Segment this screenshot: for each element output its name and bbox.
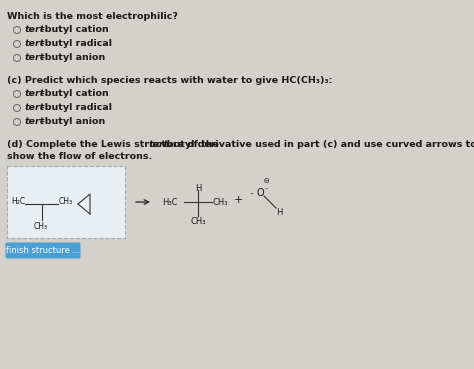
Text: O: O <box>256 188 264 198</box>
Text: tert: tert <box>149 140 169 149</box>
Text: CH₃: CH₃ <box>34 222 48 231</box>
FancyBboxPatch shape <box>7 166 125 238</box>
Text: tert: tert <box>25 39 45 48</box>
Text: –butyl anion: –butyl anion <box>40 117 105 127</box>
Text: (c) Predict which species reacts with water to give HC(CH₃)₃:: (c) Predict which species reacts with wa… <box>7 76 332 85</box>
Text: show the flow of electrons.: show the flow of electrons. <box>7 152 152 161</box>
Text: –butyl cation: –butyl cation <box>40 90 109 99</box>
Text: H: H <box>276 208 283 217</box>
Text: CH₃: CH₃ <box>59 197 73 206</box>
Text: Which is the most electrophilic?: Which is the most electrophilic? <box>7 12 178 21</box>
Text: finish structure ...: finish structure ... <box>6 246 80 255</box>
Text: tert: tert <box>25 103 45 113</box>
Text: –butyl anion: –butyl anion <box>40 54 105 62</box>
Text: CH₃: CH₃ <box>191 217 207 226</box>
Text: tert: tert <box>25 90 45 99</box>
Text: ⋅⋅: ⋅⋅ <box>249 189 255 198</box>
Text: ⋅⋅: ⋅⋅ <box>264 186 268 192</box>
Text: –butyl cation: –butyl cation <box>40 25 109 34</box>
Text: tert: tert <box>25 54 45 62</box>
Text: –butyl radical: –butyl radical <box>40 103 112 113</box>
Text: H₂C: H₂C <box>11 197 25 206</box>
Text: H₃C: H₃C <box>162 198 177 207</box>
Text: (d) Complete the Lewis structure of the: (d) Complete the Lewis structure of the <box>7 140 222 149</box>
FancyBboxPatch shape <box>6 242 81 259</box>
Text: tert: tert <box>25 117 45 127</box>
Text: CH₃: CH₃ <box>213 198 228 207</box>
Text: –butyl radical: –butyl radical <box>40 39 112 48</box>
Text: +: + <box>233 195 243 205</box>
Text: tert: tert <box>25 25 45 34</box>
Text: H: H <box>195 184 201 193</box>
Text: –butyl derivative used in part (c) and use curved arrows to: –butyl derivative used in part (c) and u… <box>162 140 474 149</box>
Text: Θ: Θ <box>264 178 269 184</box>
